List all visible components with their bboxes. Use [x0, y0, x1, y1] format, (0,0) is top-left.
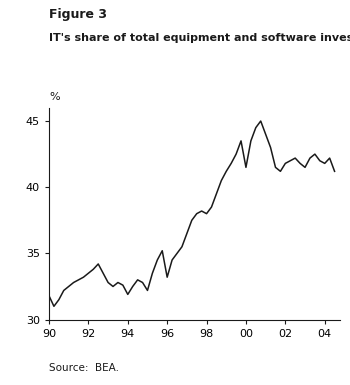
Text: %: %	[49, 92, 60, 102]
Text: IT's share of total equipment and software investment: IT's share of total equipment and softwa…	[49, 33, 350, 43]
Text: Figure 3: Figure 3	[49, 8, 107, 21]
Text: Source:  BEA.: Source: BEA.	[49, 363, 119, 373]
